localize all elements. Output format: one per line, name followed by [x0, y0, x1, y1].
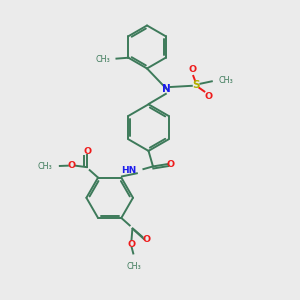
Text: O: O — [204, 92, 212, 101]
Text: CH₃: CH₃ — [127, 262, 141, 271]
Text: N: N — [162, 84, 171, 94]
Text: S: S — [193, 80, 200, 90]
Text: CH₃: CH₃ — [219, 76, 233, 85]
Text: O: O — [128, 240, 136, 249]
Text: CH₃: CH₃ — [37, 162, 52, 171]
Text: O: O — [67, 161, 75, 170]
Text: CH₃: CH₃ — [96, 55, 110, 64]
Text: O: O — [189, 65, 197, 74]
Text: O: O — [167, 160, 175, 169]
Text: O: O — [143, 235, 151, 244]
Text: O: O — [83, 147, 92, 156]
Text: HN: HN — [121, 167, 136, 176]
